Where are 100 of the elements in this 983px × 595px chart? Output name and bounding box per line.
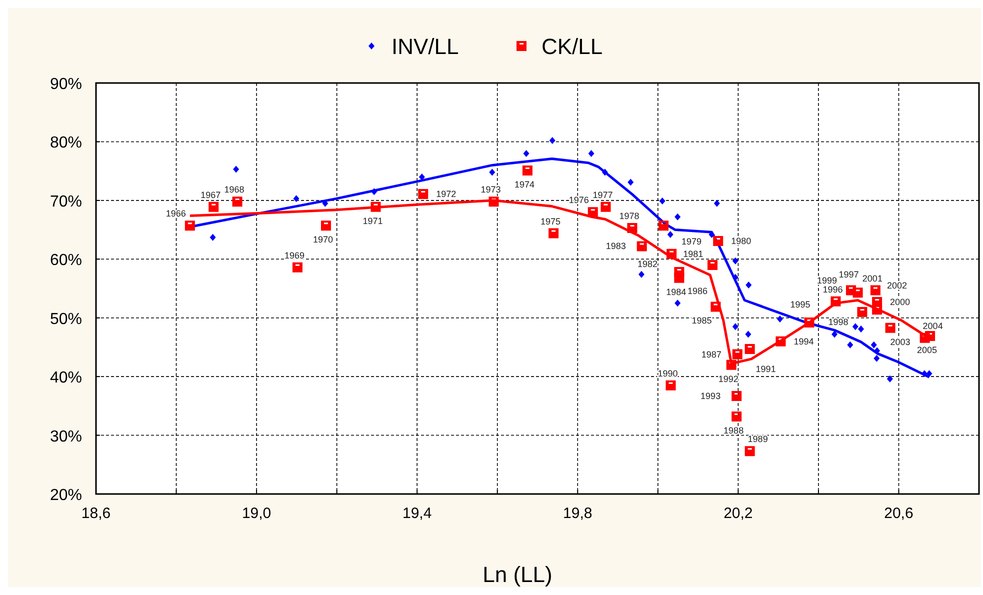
annotation: 1989 — [748, 434, 768, 444]
x-tick-label: 20,2 — [724, 505, 753, 522]
y-tick-label: 20% — [50, 487, 82, 504]
annotation: 2002 — [887, 280, 908, 291]
y-tick-label: 60% — [50, 252, 82, 270]
point — [371, 188, 378, 196]
point — [846, 285, 856, 296]
annotation: 1973 — [480, 184, 501, 195]
y-tick-label: 40% — [50, 370, 82, 387]
annotation: 2005 — [917, 345, 938, 356]
x-tick-label: 20,6 — [884, 505, 914, 522]
annotation: 1998 — [828, 316, 848, 327]
annotation: 2003 — [890, 336, 910, 347]
point — [885, 322, 896, 333]
point — [746, 281, 752, 288]
x-axis-title: Ln (LL) — [482, 562, 552, 587]
x-tick-label: 19,8 — [563, 505, 592, 522]
point — [714, 200, 720, 207]
point — [370, 202, 381, 212]
annotation: 1978 — [619, 211, 640, 222]
annotation: 1968 — [224, 184, 244, 195]
annotation: 1972 — [436, 188, 456, 199]
point — [713, 236, 724, 246]
annotation: 1980 — [731, 236, 752, 246]
point — [857, 306, 868, 317]
annotation: 1970 — [312, 234, 333, 245]
annotation: 1999 — [816, 275, 837, 286]
point — [858, 326, 864, 333]
annotation: 1981 — [683, 249, 704, 260]
x-tick-label: 19,4 — [402, 505, 432, 522]
annotation: 1990 — [658, 368, 678, 378]
y-tick-label: 90% — [50, 76, 82, 93]
annotation: 1986 — [687, 286, 708, 296]
point — [233, 166, 240, 173]
point — [726, 360, 736, 370]
point — [926, 370, 932, 378]
point — [674, 272, 684, 283]
annotation: 2004 — [922, 320, 943, 331]
annotation: 1991 — [756, 364, 776, 374]
point — [732, 274, 738, 281]
annotation: 1992 — [718, 374, 738, 384]
point — [549, 137, 556, 144]
point — [710, 302, 721, 312]
point — [925, 331, 936, 342]
point — [666, 248, 677, 259]
annotation: 2000 — [890, 297, 910, 308]
point — [707, 260, 718, 270]
point — [320, 220, 331, 231]
point — [627, 223, 638, 234]
point — [588, 150, 594, 157]
annotation: 1985 — [692, 316, 712, 326]
annotation: 1974 — [514, 179, 534, 190]
point — [600, 202, 611, 212]
point — [870, 285, 880, 296]
point — [636, 241, 647, 252]
annotation: 1994 — [794, 336, 814, 346]
point — [732, 349, 742, 360]
annotation: 1993 — [700, 390, 721, 401]
x-tick-label: 19,0 — [242, 505, 272, 522]
legend-label: INV/LL — [392, 34, 459, 59]
point — [667, 230, 674, 238]
annotation: 1997 — [838, 270, 859, 280]
point — [830, 296, 841, 306]
point — [776, 316, 783, 323]
point — [732, 257, 738, 264]
point — [628, 178, 634, 186]
point — [418, 188, 428, 199]
point — [208, 202, 219, 212]
annotation: 1967 — [200, 190, 221, 200]
point — [732, 411, 742, 422]
annotation: 1987 — [701, 349, 722, 360]
y-tick-label: 80% — [50, 134, 82, 152]
point — [847, 341, 854, 348]
point — [184, 220, 195, 231]
point — [659, 198, 666, 205]
y-tick-label: 50% — [50, 310, 82, 328]
legend-label: CK/LL — [542, 34, 603, 59]
point — [666, 380, 676, 390]
annotation: 1979 — [682, 236, 702, 247]
point — [776, 336, 786, 346]
point — [732, 323, 738, 330]
point — [418, 173, 425, 180]
annotation: 1982 — [638, 258, 658, 269]
annotation: 1983 — [606, 241, 626, 252]
annotation: 1971 — [362, 216, 383, 226]
point — [744, 446, 755, 456]
point — [210, 234, 216, 241]
point — [638, 270, 644, 278]
point — [921, 370, 928, 378]
point — [870, 341, 877, 348]
point — [232, 196, 242, 207]
annotation: 1966 — [166, 208, 186, 219]
point — [548, 228, 559, 238]
point — [745, 330, 752, 338]
y-tick-label: 70% — [50, 193, 82, 210]
point — [744, 344, 755, 354]
annotation: 1977 — [592, 190, 613, 200]
point — [522, 165, 532, 176]
point — [886, 375, 893, 382]
point — [804, 318, 814, 328]
